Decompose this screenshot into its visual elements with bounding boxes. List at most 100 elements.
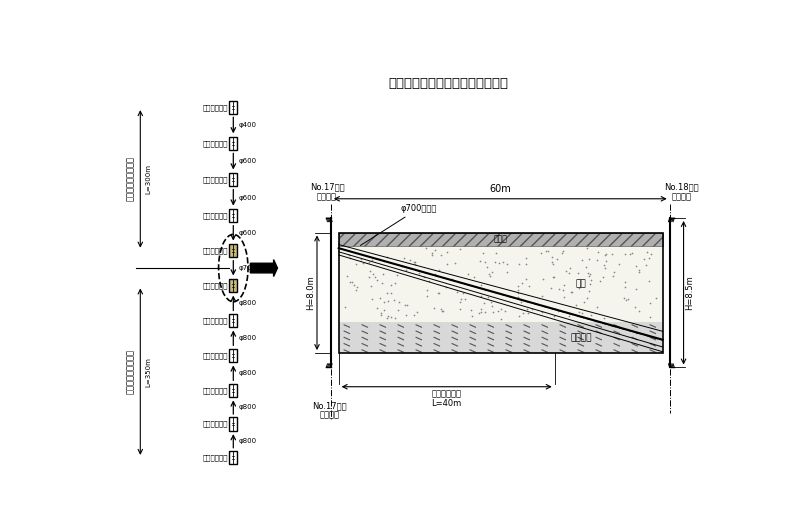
Point	[485, 298, 498, 306]
Point	[482, 270, 495, 278]
Point	[374, 311, 387, 319]
Point	[409, 260, 422, 268]
Point	[630, 262, 642, 271]
Point	[499, 306, 512, 315]
Point	[546, 258, 558, 267]
Point	[462, 270, 474, 279]
Point	[441, 260, 454, 269]
Point	[583, 287, 596, 296]
Point	[365, 282, 378, 290]
Point	[576, 256, 589, 264]
Point	[540, 246, 553, 255]
Point	[389, 278, 402, 287]
Point	[457, 289, 470, 297]
Text: 図－１　推進工平面および断面図: 図－１ 推進工平面および断面図	[389, 77, 509, 89]
Point	[580, 244, 593, 253]
Point	[427, 304, 440, 313]
Point	[562, 312, 575, 321]
Point	[478, 298, 490, 307]
Point	[468, 273, 481, 281]
Point	[356, 259, 369, 268]
Point	[387, 296, 400, 305]
Text: L=40m: L=40m	[431, 399, 462, 408]
Point	[348, 281, 361, 289]
Point	[475, 292, 488, 300]
Point	[491, 306, 504, 315]
Text: ノー２１立坑: ノー２１立坑	[202, 387, 228, 394]
Point	[650, 294, 662, 303]
Text: （発進）: （発進）	[317, 192, 337, 201]
Point	[643, 312, 656, 321]
Point	[399, 265, 412, 274]
Text: H=8.0m: H=8.0m	[306, 276, 315, 310]
Point	[572, 269, 585, 277]
Point	[362, 272, 375, 281]
Point	[590, 303, 603, 312]
Point	[388, 314, 401, 322]
Point	[512, 260, 525, 268]
Point	[542, 247, 554, 255]
Point	[618, 294, 630, 302]
Point	[478, 258, 491, 267]
Point	[594, 277, 606, 285]
Text: 補助工法区間: 補助工法区間	[432, 389, 462, 398]
Point	[642, 277, 655, 286]
Bar	[230, 244, 237, 257]
Point	[559, 267, 572, 275]
Text: ノー２３立坑: ノー２３立坑	[202, 454, 228, 461]
Point	[474, 308, 487, 317]
Point	[582, 268, 594, 277]
Point	[381, 289, 394, 297]
Point	[573, 284, 586, 292]
Point	[378, 298, 390, 306]
Point	[618, 282, 631, 291]
Point	[338, 303, 351, 311]
Point	[590, 255, 603, 264]
Point	[350, 260, 362, 268]
Point	[547, 312, 560, 320]
Point	[537, 275, 550, 283]
Point	[582, 255, 595, 263]
Point	[581, 294, 594, 302]
Point	[410, 308, 423, 317]
Point	[398, 253, 410, 262]
Point	[474, 256, 486, 265]
Point	[496, 258, 509, 267]
Bar	[230, 384, 237, 397]
Point	[599, 251, 612, 260]
Point	[536, 307, 549, 316]
Point	[534, 248, 547, 257]
Point	[570, 301, 582, 309]
Point	[596, 272, 609, 281]
Point	[494, 314, 507, 323]
Point	[396, 262, 409, 270]
Point	[638, 254, 650, 263]
Point	[419, 244, 432, 253]
Point	[408, 310, 421, 319]
Point	[417, 273, 430, 282]
Point	[642, 253, 655, 262]
Point	[409, 258, 422, 267]
Point	[492, 259, 505, 267]
Text: シルト層: シルト層	[570, 333, 591, 342]
Point	[585, 311, 598, 320]
Point	[585, 276, 598, 284]
Point	[375, 309, 388, 317]
Text: ノー１７立坑: ノー１７立坑	[202, 247, 228, 254]
Point	[428, 270, 441, 278]
Text: （発進）: （発進）	[319, 411, 339, 420]
Point	[552, 285, 565, 293]
Point	[420, 292, 433, 300]
Point	[511, 285, 524, 294]
Point	[564, 263, 577, 272]
Text: φ600: φ600	[238, 159, 257, 164]
Point	[343, 254, 356, 263]
Text: φ400: φ400	[238, 122, 257, 128]
Point	[511, 282, 524, 290]
Point	[546, 273, 559, 281]
Point	[486, 268, 498, 277]
Point	[382, 297, 394, 305]
Bar	[230, 101, 237, 114]
Point	[578, 297, 591, 306]
Point	[577, 313, 590, 322]
